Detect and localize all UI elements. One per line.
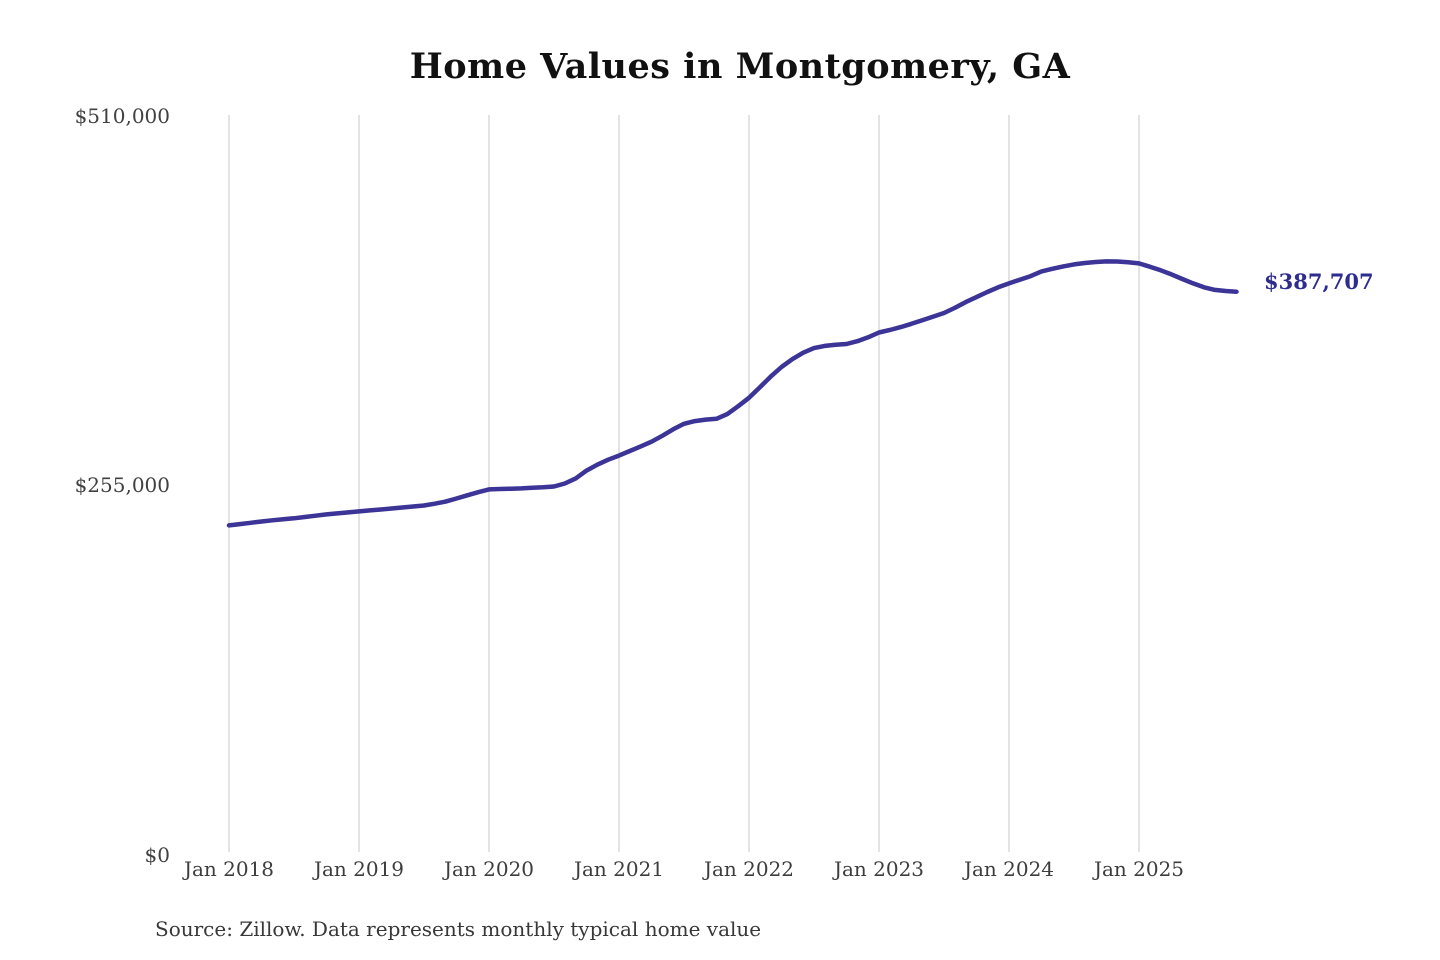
x-axis-label-jan-2024: Jan 2024: [963, 857, 1055, 881]
x-axis-label-jan-2023: Jan 2023: [833, 857, 925, 881]
end-value-label: $387,707: [1264, 269, 1374, 294]
x-axis-label-jan-2018: Jan 2018: [183, 857, 275, 881]
x-axis-label-jan-2025: Jan 2025: [1093, 857, 1185, 881]
x-axis-label-jan-2019: Jan 2019: [313, 857, 405, 881]
y-axis-label-510000: $510,000: [74, 104, 170, 128]
y-axis-label-0: $0: [144, 843, 170, 867]
home-value-line: [226, 259, 1239, 528]
x-axis-label-jan-2022: Jan 2022: [703, 857, 795, 881]
x-axis-label-jan-2020: Jan 2020: [443, 857, 535, 881]
chart-title: Home Values in Montgomery, GA: [409, 46, 1071, 87]
source-note: Source: Zillow. Data represents monthly …: [155, 917, 762, 941]
x-axis-label-jan-2021: Jan 2021: [573, 857, 665, 881]
y-axis-label-255000: $255,000: [74, 473, 170, 497]
